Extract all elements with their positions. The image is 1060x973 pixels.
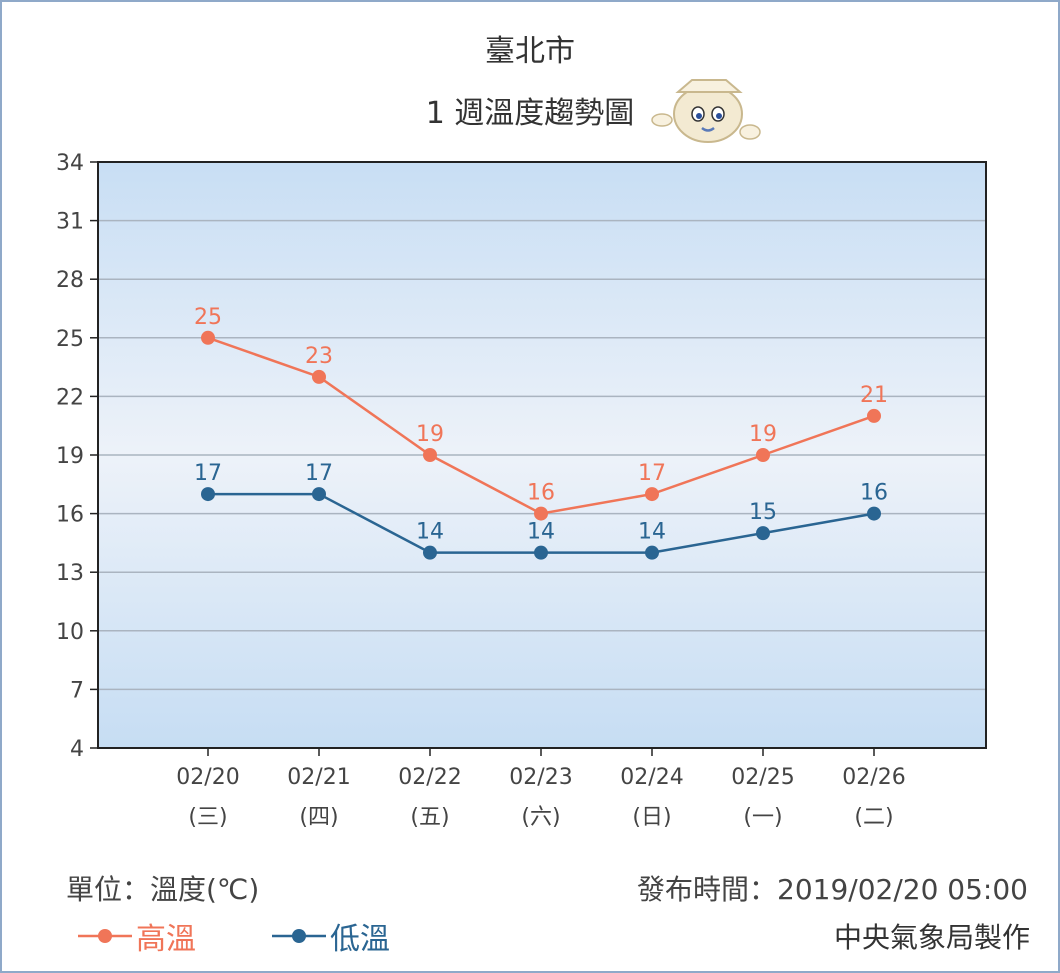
data-label-high: 21 <box>860 383 888 408</box>
data-point-low <box>534 545 548 560</box>
y-tick-label: 22 <box>56 385 84 410</box>
legend-high: 高溫 <box>76 914 196 958</box>
y-tick-label: 10 <box>56 620 84 645</box>
data-point-low <box>756 526 770 541</box>
y-tick-label: 4 <box>70 737 84 762</box>
x-tick-sublabel: (日) <box>632 805 671 830</box>
x-tick-label: 02/21 <box>287 765 350 790</box>
chart-subtitle: 1 週溫度趨勢圖 <box>425 96 635 131</box>
x-tick-sublabel: (四) <box>299 805 338 830</box>
x-tick-sublabel: (三) <box>188 805 227 830</box>
chart-title: 臺北市 <box>485 34 575 69</box>
data-label-high: 25 <box>194 305 222 330</box>
x-tick-sublabel: (五) <box>410 805 449 830</box>
data-point-high <box>645 487 659 502</box>
data-point-low <box>423 545 437 560</box>
data-label-high: 17 <box>638 461 666 486</box>
data-point-low <box>312 487 326 502</box>
x-tick-sublabel: (二) <box>854 805 893 830</box>
chart-subtitle-row: 1 週溫度趨勢圖 <box>0 88 1060 132</box>
legend-high-label: 高溫 <box>136 922 196 957</box>
unit-label: 單位：溫度(℃) <box>66 873 260 906</box>
temperature-chart: 4 7 10 13 16 19 22 25 28 31 34 25 23 19 16 17 19 21 17 17 1… <box>56 151 987 830</box>
y-tick-label: 28 <box>56 268 84 293</box>
data-label-low: 17 <box>194 461 222 486</box>
x-tick-label: 02/23 <box>509 765 572 790</box>
data-label-high: 16 <box>527 481 555 506</box>
data-label-high: 19 <box>749 422 777 447</box>
y-tick-label: 31 <box>56 210 84 235</box>
legend-low-label: 低溫 <box>330 922 390 957</box>
legend-high-swatch <box>78 929 132 943</box>
data-point-high <box>312 369 326 384</box>
y-tick-label: 7 <box>70 678 84 703</box>
maker-label: 中央氣象局製作 <box>833 921 1030 954</box>
y-tick-label: 16 <box>56 503 84 528</box>
x-tick-label: 02/25 <box>731 765 794 790</box>
x-tick-label: 02/24 <box>620 765 683 790</box>
data-label-high: 19 <box>416 422 444 447</box>
issue-time-label: 發布時間：2019/02/20 05:00 <box>637 873 1028 906</box>
data-point-high <box>201 330 215 345</box>
data-point-high <box>534 506 548 521</box>
legend-low: 低溫 <box>270 914 390 958</box>
y-tick-label: 19 <box>56 444 84 469</box>
y-tick-label: 25 <box>56 327 84 352</box>
data-label-low: 16 <box>860 481 888 506</box>
data-label-low: 14 <box>416 520 444 545</box>
data-label-low: 14 <box>527 520 555 545</box>
y-tick-label: 13 <box>56 561 84 586</box>
data-point-low <box>645 545 659 560</box>
x-tick-sublabel: (一) <box>743 805 782 830</box>
data-point-low <box>867 506 881 521</box>
data-point-high <box>756 448 770 462</box>
data-label-low: 17 <box>305 461 333 486</box>
plot-border <box>97 161 987 749</box>
data-label-low: 15 <box>749 500 777 525</box>
x-tick-sublabel: (六) <box>521 805 560 830</box>
data-label-high: 23 <box>305 344 333 369</box>
data-point-high <box>423 448 437 462</box>
x-tick-label: 02/22 <box>398 765 461 790</box>
data-point-high <box>867 408 881 423</box>
x-tick-label: 02/20 <box>176 765 239 790</box>
data-point-low <box>201 487 215 502</box>
weather-mascot-icon <box>651 79 761 143</box>
x-tick-label: 02/26 <box>842 765 905 790</box>
data-label-low: 14 <box>638 520 666 545</box>
y-tick-label: 34 <box>56 151 84 176</box>
legend-low-swatch <box>272 929 326 943</box>
